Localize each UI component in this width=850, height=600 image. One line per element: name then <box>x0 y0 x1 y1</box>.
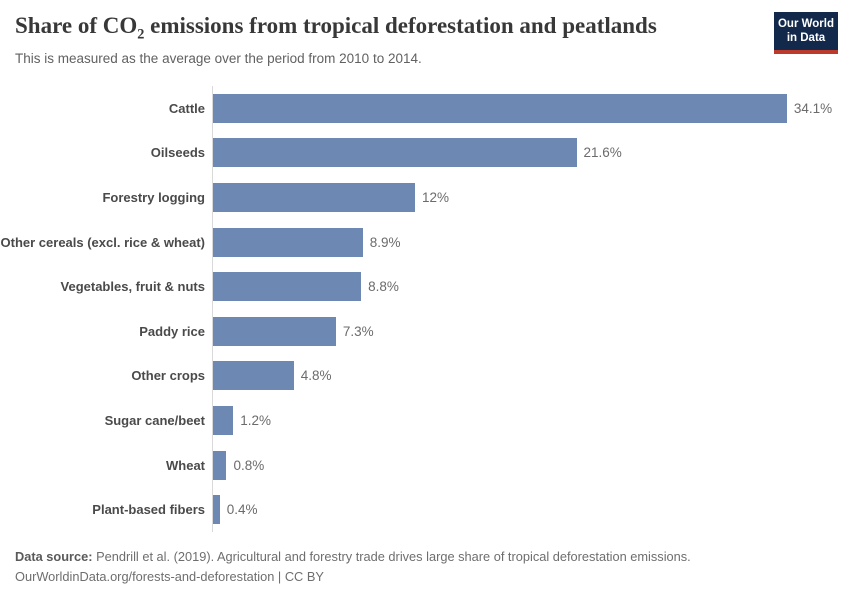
bar-row: Paddy rice 7.3% <box>0 309 850 354</box>
bar-row: Other crops 4.8% <box>0 354 850 399</box>
bar-row: Vegetables, fruit & nuts 8.8% <box>0 264 850 309</box>
source-text: Pendrill et al. (2019). Agricultural and… <box>96 549 691 564</box>
category-label: Other cereals (excl. rice & wheat) <box>0 234 205 250</box>
owid-logo-line1: Our World <box>777 18 834 30</box>
category-label: Paddy rice <box>139 323 205 339</box>
chart-subtitle: This is measured as the average over the… <box>15 51 422 66</box>
value-label: 0.8% <box>233 457 265 473</box>
value-label: 34.1% <box>793 100 833 116</box>
value-label: 8.8% <box>368 279 399 295</box>
category-label: Other crops <box>131 368 205 384</box>
bar-row: Other cereals (excl. rice & wheat) 8.9% <box>0 220 850 265</box>
bar-row: Wheat 0.8% <box>0 443 850 488</box>
owid-logo: Our World in Data <box>774 12 838 54</box>
bar <box>213 182 415 212</box>
chart-footer: Data source: Pendrill et al. (2019). Agr… <box>15 547 835 587</box>
category-label: Forestry logging <box>102 189 205 205</box>
bar <box>213 361 294 391</box>
value-label: 12% <box>421 189 449 205</box>
owid-logo-line2: in Data <box>786 32 826 44</box>
category-label: Plant-based fibers <box>92 502 205 518</box>
bar <box>213 495 220 525</box>
bar <box>213 450 227 480</box>
category-label: Wheat <box>166 457 205 473</box>
value-label: 1.2% <box>240 412 271 428</box>
chart-title-post: emissions from tropical deforestation an… <box>144 13 657 38</box>
bar <box>213 93 787 123</box>
chart-title-pre: Share of CO <box>15 13 138 38</box>
value-label: 0.4% <box>226 502 258 518</box>
bar <box>213 405 234 435</box>
bar-chart: Cattle 34.1% Oilseeds 21.6% Forestry log… <box>0 86 850 532</box>
bar-row: Sugar cane/beet 1.2% <box>0 398 850 443</box>
value-label: 8.9% <box>369 234 401 250</box>
bar <box>213 272 362 302</box>
chart-title: Share of CO2 emissions from tropical def… <box>15 13 657 42</box>
bar-row: Oilseeds 21.6% <box>0 131 850 176</box>
attribution-line: OurWorldinData.org/forests-and-deforesta… <box>15 569 324 584</box>
bar <box>213 316 336 346</box>
value-label: 4.8% <box>300 368 332 384</box>
category-label: Vegetables, fruit & nuts <box>60 279 205 295</box>
source-line: Data source: Pendrill et al. (2019). Agr… <box>15 547 835 567</box>
bar <box>213 227 363 257</box>
bar-row: Forestry logging 12% <box>0 175 850 220</box>
bar-row: Cattle 34.1% <box>0 86 850 131</box>
bar <box>213 138 577 168</box>
chart-title-subscript: 2 <box>137 26 145 43</box>
value-label: 21.6% <box>583 145 622 161</box>
category-label: Sugar cane/beet <box>104 412 205 428</box>
bar-row: Plant-based fibers 0.4% <box>0 487 850 532</box>
value-label: 7.3% <box>342 323 374 339</box>
category-label: Oilseeds <box>150 145 205 161</box>
y-axis-line <box>212 86 213 532</box>
source-label: Data source: <box>15 549 93 564</box>
chart-rows: Cattle 34.1% Oilseeds 21.6% Forestry log… <box>0 86 850 532</box>
category-label: Cattle <box>168 100 205 116</box>
